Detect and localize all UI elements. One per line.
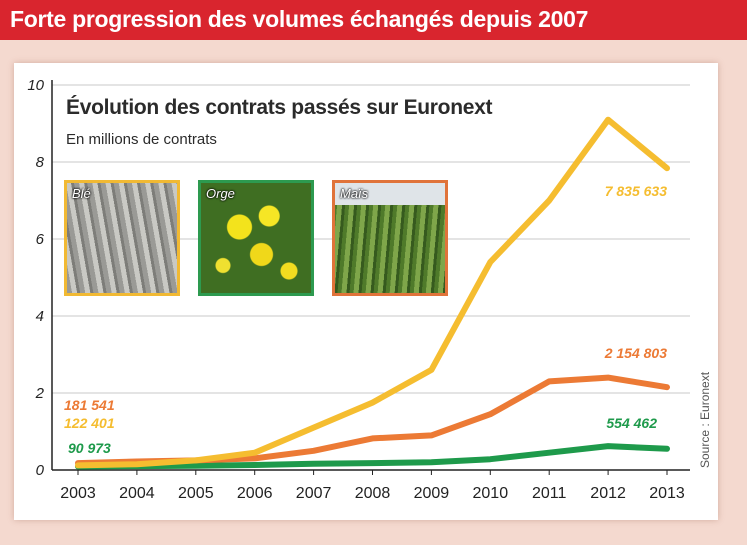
data-label-series-0-0: 122 401: [64, 415, 115, 431]
series-1-point-2006: [252, 455, 258, 461]
series-2-point-2013: [664, 446, 670, 452]
series-0-point-2005: [193, 457, 199, 463]
series-1-point-2007: [311, 448, 317, 454]
series-2-point-2007: [311, 461, 317, 467]
series-2-point-2005: [193, 463, 199, 469]
x-tick-label-2005: 2005: [178, 485, 214, 502]
data-label-series-1-10: 2 154 803: [604, 345, 667, 361]
x-tick-label-2012: 2012: [590, 485, 626, 502]
header-title: Forte progression des volumes échangés d…: [10, 6, 589, 32]
x-tick-label-2004: 2004: [119, 485, 155, 502]
y-tick-label-4: 4: [36, 308, 44, 325]
y-tick-label-0: 0: [36, 462, 45, 479]
series-1-point-2010: [487, 411, 493, 417]
series-2-point-2008: [370, 460, 375, 466]
series-0-point-2006: [252, 450, 258, 456]
x-tick-label-2008: 2008: [355, 485, 391, 502]
data-label-series-2-0: 90 973: [68, 440, 111, 456]
chart-subtitle: En millions de contrats: [66, 131, 217, 148]
series-0-point-2007: [311, 425, 317, 431]
series-1-point-2009: [428, 432, 434, 438]
photo-wheat: Blé: [64, 180, 180, 296]
x-tick-label-2010: 2010: [473, 485, 509, 502]
series-2-point-2006: [252, 462, 258, 468]
series-1-point-2008: [370, 435, 375, 441]
source-note: Source : Euronext: [698, 371, 712, 468]
data-label-series-0-10: 7 835 633: [605, 183, 667, 199]
photo-label-mais: Maïs: [340, 186, 369, 201]
x-tick-label-2013: 2013: [649, 485, 685, 502]
photo-corn: Maïs: [332, 180, 448, 296]
series-0-point-2013: [664, 165, 670, 171]
chart-title: Évolution des contrats passés sur Eurone…: [66, 96, 493, 119]
series-0-point-2011: [546, 198, 552, 203]
photo-label-orge: Orge: [206, 186, 235, 201]
photo-label-ble: Blé: [72, 186, 91, 201]
series-0-point-2003: [75, 462, 81, 468]
y-tick-label-10: 10: [27, 77, 44, 94]
data-label-series-2-10: 554 462: [606, 415, 657, 431]
header-banner: Forte progression des volumes échangés d…: [0, 0, 747, 40]
series-2-point-2010: [487, 456, 493, 462]
series-0-point-2004: [134, 461, 140, 467]
photo-barley: Orge: [198, 180, 314, 296]
x-tick-label-2003: 2003: [60, 485, 96, 502]
series-0-point-2012: [605, 117, 611, 123]
series-2-point-2009: [428, 459, 434, 465]
series-0-point-2009: [428, 367, 434, 373]
series-0-point-2010: [487, 259, 493, 265]
series-2-point-2012: [605, 443, 611, 449]
x-tick-label-2009: 2009: [414, 485, 450, 502]
series-2-point-2011: [546, 450, 552, 456]
series-1-point-2013: [664, 384, 670, 390]
series-1-point-2011: [546, 378, 552, 384]
series-1-point-2012: [605, 375, 611, 381]
x-tick-label-2011: 2011: [532, 485, 567, 502]
data-label-series-1-0: 181 541: [64, 397, 115, 413]
x-tick-label-2007: 2007: [296, 485, 332, 502]
y-tick-label-6: 6: [36, 231, 45, 248]
x-tick-label-2006: 2006: [237, 485, 273, 502]
series-0-point-2008: [370, 400, 375, 406]
y-tick-label-2: 2: [35, 385, 45, 402]
y-tick-label-8: 8: [36, 154, 45, 171]
